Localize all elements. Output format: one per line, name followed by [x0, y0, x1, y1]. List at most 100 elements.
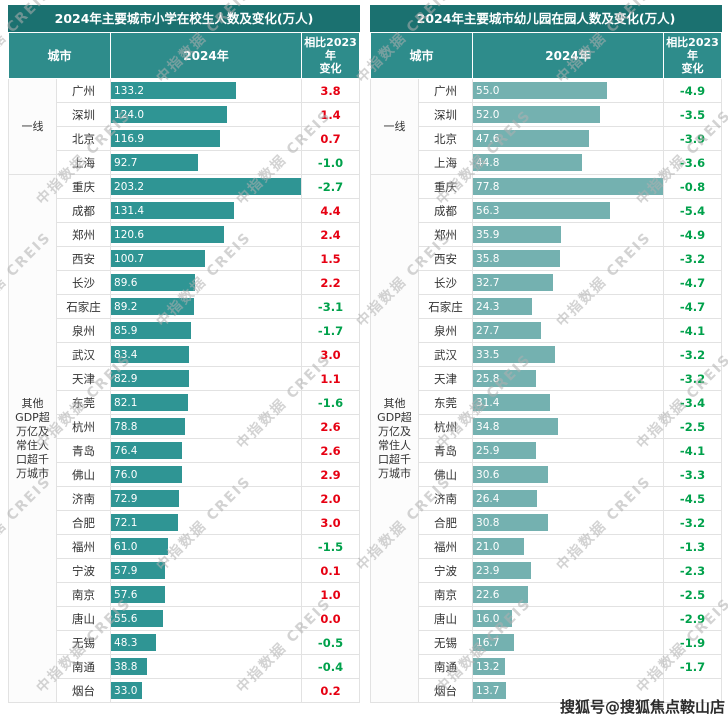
bar-cell: 89.2	[110, 294, 302, 319]
bar-value-label: 22.6	[476, 588, 500, 601]
column-header-change-line1: 相比2023年	[666, 36, 719, 62]
bar-cell: 30.6	[472, 462, 664, 487]
city-label: 深圳	[417, 102, 474, 127]
table-row: 杭州 78.8 2.6	[9, 414, 360, 439]
bar-cell: 21.0	[472, 534, 664, 559]
bar-cell: 76.4	[110, 438, 302, 463]
value-bar: 61.0	[111, 538, 169, 555]
change-value: -3.4	[663, 390, 722, 415]
bar-cell: 30.8	[472, 510, 664, 535]
value-bar: 26.4	[473, 490, 538, 507]
column-header-change-line2: 变化	[681, 62, 704, 75]
change-value: -1.6	[301, 390, 360, 415]
table-row: 青岛 76.4 2.6	[9, 438, 360, 463]
bar-cell: 131.4	[110, 198, 302, 223]
city-label: 烟台	[417, 678, 474, 703]
table-row: 上海 44.8 -3.6	[371, 150, 722, 175]
value-bar: 35.8	[473, 250, 561, 267]
bar-value-label: 35.8	[476, 252, 500, 265]
bar-cell: 82.9	[110, 366, 302, 391]
bar-value-label: 56.3	[476, 204, 500, 217]
table-row: 一线 广州 55.0 -4.9	[370, 78, 722, 175]
city-label: 武汉	[417, 342, 474, 367]
bar-value-label: 133.2	[114, 84, 145, 97]
table-row: 武汉 83.4 3.0	[9, 342, 360, 367]
city-label: 泉州	[417, 318, 474, 343]
bar-cell: 47.6	[472, 126, 664, 151]
change-value: 1.0	[301, 582, 360, 607]
city-label: 石家庄	[55, 294, 112, 319]
table-row: 佛山 76.0 2.9	[9, 462, 360, 487]
bar-cell: 77.8	[472, 174, 664, 199]
value-bar: 47.6	[473, 130, 590, 147]
change-value: -4.5	[663, 486, 722, 511]
change-value: 3.0	[301, 510, 360, 535]
value-bar: 27.7	[473, 322, 541, 339]
change-value: 0.2	[301, 678, 360, 703]
bar-value-label: 33.0	[114, 684, 138, 697]
bar-value-label: 72.9	[114, 492, 138, 505]
city-label: 深圳	[55, 102, 112, 127]
value-bar: 89.2	[111, 298, 195, 315]
bar-value-label: 76.4	[114, 444, 138, 457]
table-row: 杭州 34.8 -2.5	[371, 414, 722, 439]
chart-title-primary: 2024年主要城市小学在校生人数及变化(万人)	[8, 5, 360, 32]
value-bar: 57.9	[111, 562, 166, 579]
value-bar: 133.2	[111, 82, 236, 99]
table-row: 西安 35.8 -3.2	[371, 246, 722, 271]
table-row: 南通 38.8 -0.4	[9, 654, 360, 679]
value-bar: 83.4	[111, 346, 189, 363]
bar-value-label: 76.0	[114, 468, 138, 481]
value-bar: 72.9	[111, 490, 180, 507]
bar-cell: 89.6	[110, 270, 302, 295]
change-value: -4.1	[663, 438, 722, 463]
table-row: 福州 21.0 -1.3	[371, 534, 722, 559]
change-value: -5.4	[663, 198, 722, 223]
city-label: 石家庄	[417, 294, 474, 319]
table-row: 烟台 33.0 0.2	[9, 678, 360, 703]
bar-cell: 38.8	[110, 654, 302, 679]
table-row: 西安 100.7 1.5	[9, 246, 360, 271]
value-bar: 89.6	[111, 274, 195, 291]
bar-value-label: 77.8	[476, 180, 500, 193]
change-value: -3.2	[663, 342, 722, 367]
table-row: 武汉 33.5 -3.2	[371, 342, 722, 367]
change-value: -2.7	[301, 174, 360, 199]
bar-value-label: 82.9	[114, 372, 138, 385]
bar-value-label: 32.7	[476, 276, 500, 289]
table-row: 其他GDP超万亿及常住人口超千万城市 重庆 203.2 -2.7	[8, 174, 360, 703]
change-value: -1.3	[663, 534, 722, 559]
change-value: -3.1	[301, 294, 360, 319]
panel-primary-school: 2024年主要城市小学在校生人数及变化(万人) 城市 2024年 相比2023年…	[7, 5, 360, 703]
value-bar: 82.9	[111, 370, 189, 387]
bar-cell: 203.2	[110, 174, 302, 199]
value-bar: 35.9	[473, 226, 561, 243]
chart-panels: 2024年主要城市小学在校生人数及变化(万人) 城市 2024年 相比2023年…	[7, 5, 722, 703]
city-label: 成都	[55, 198, 112, 223]
table-row: 无锡 48.3 -0.5	[9, 630, 360, 655]
panel-kindergarten: 2024年主要城市幼儿园在园人数及变化(万人) 城市 2024年 相比2023年…	[369, 5, 722, 703]
bar-cell: 26.4	[472, 486, 664, 511]
bar-value-label: 13.2	[476, 660, 500, 673]
bar-cell: 61.0	[110, 534, 302, 559]
city-label: 福州	[55, 534, 112, 559]
city-label: 长沙	[417, 270, 474, 295]
table-row: 宁波 57.9 0.1	[9, 558, 360, 583]
city-label: 无锡	[417, 630, 474, 655]
bar-value-label: 83.4	[114, 348, 138, 361]
table-row: 宁波 23.9 -2.3	[371, 558, 722, 583]
city-label: 无锡	[55, 630, 112, 655]
city-label: 西安	[417, 246, 474, 271]
bar-value-label: 61.0	[114, 540, 138, 553]
bar-cell: 116.9	[110, 126, 302, 151]
table-row: 合肥 30.8 -3.2	[371, 510, 722, 535]
bar-value-label: 47.6	[476, 132, 500, 145]
city-label: 北京	[55, 126, 112, 151]
bar-cell: 33.0	[110, 678, 302, 703]
change-value: 0.1	[301, 558, 360, 583]
city-label: 重庆	[417, 174, 474, 199]
bar-cell: 16.7	[472, 630, 664, 655]
table-row: 石家庄 89.2 -3.1	[9, 294, 360, 319]
bar-cell: 83.4	[110, 342, 302, 367]
